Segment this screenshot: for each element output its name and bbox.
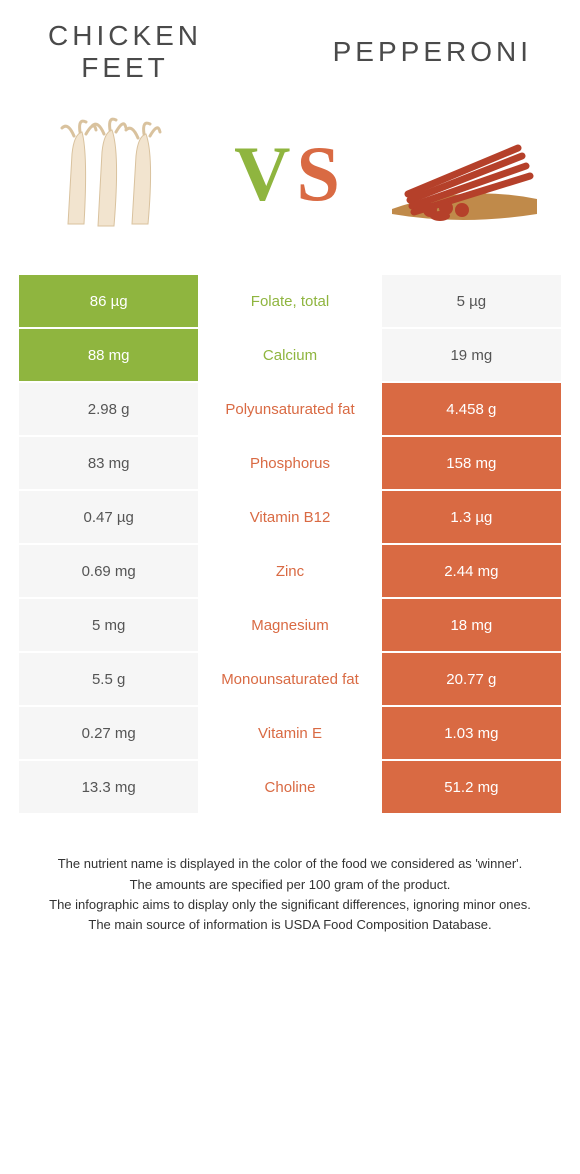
- right-value: 4.458 g: [381, 382, 562, 436]
- right-value: 51.2 mg: [381, 760, 562, 814]
- vs-v: V: [234, 130, 296, 217]
- left-value: 86 µg: [18, 274, 199, 328]
- left-value: 83 mg: [18, 436, 199, 490]
- right-value: 1.3 µg: [381, 490, 562, 544]
- right-value: 5 µg: [381, 274, 562, 328]
- nutrient-label: Vitamin E: [199, 706, 380, 760]
- right-value: 1.03 mg: [381, 706, 562, 760]
- nutrient-table: 86 µgFolate, total5 µg88 mgCalcium19 mg2…: [18, 274, 562, 814]
- nutrient-label: Choline: [199, 760, 380, 814]
- pepperoni-image: [382, 114, 542, 234]
- table-row: 0.27 mgVitamin E1.03 mg: [18, 706, 562, 760]
- right-value: 2.44 mg: [381, 544, 562, 598]
- right-value: 158 mg: [381, 436, 562, 490]
- vs-row: VS: [18, 114, 562, 234]
- right-value: 20.77 g: [381, 652, 562, 706]
- nutrient-label: Folate, total: [199, 274, 380, 328]
- footnotes: The nutrient name is displayed in the co…: [18, 854, 562, 935]
- left-value: 0.27 mg: [18, 706, 199, 760]
- table-row: 0.69 mgZinc2.44 mg: [18, 544, 562, 598]
- right-food-title: PEPPERONI: [333, 36, 532, 68]
- left-food-title: CHICKENFEET: [48, 20, 202, 84]
- table-row: 5.5 gMonounsaturated fat20.77 g: [18, 652, 562, 706]
- table-row: 13.3 mgCholine51.2 mg: [18, 760, 562, 814]
- right-value: 18 mg: [381, 598, 562, 652]
- left-value: 0.47 µg: [18, 490, 199, 544]
- footnote-line: The infographic aims to display only the…: [24, 895, 556, 915]
- nutrient-label: Polyunsaturated fat: [199, 382, 380, 436]
- footnote-line: The amounts are specified per 100 gram o…: [24, 875, 556, 895]
- chicken-feet-image: [38, 114, 198, 234]
- left-value: 5 mg: [18, 598, 199, 652]
- nutrient-label: Phosphorus: [199, 436, 380, 490]
- header: CHICKENFEET PEPPERONI: [18, 20, 562, 84]
- table-row: 86 µgFolate, total5 µg: [18, 274, 562, 328]
- vs-s: S: [296, 130, 345, 217]
- left-value: 0.69 mg: [18, 544, 199, 598]
- left-value: 2.98 g: [18, 382, 199, 436]
- table-row: 2.98 gPolyunsaturated fat4.458 g: [18, 382, 562, 436]
- left-value: 13.3 mg: [18, 760, 199, 814]
- left-value: 88 mg: [18, 328, 199, 382]
- vs-label: VS: [234, 129, 346, 219]
- nutrient-label: Vitamin B12: [199, 490, 380, 544]
- left-value: 5.5 g: [18, 652, 199, 706]
- table-row: 5 mgMagnesium18 mg: [18, 598, 562, 652]
- table-row: 0.47 µgVitamin B121.3 µg: [18, 490, 562, 544]
- nutrient-label: Magnesium: [199, 598, 380, 652]
- footnote-line: The main source of information is USDA F…: [24, 915, 556, 935]
- nutrient-label: Calcium: [199, 328, 380, 382]
- footnote-line: The nutrient name is displayed in the co…: [24, 854, 556, 874]
- nutrient-label: Zinc: [199, 544, 380, 598]
- table-row: 83 mgPhosphorus158 mg: [18, 436, 562, 490]
- right-value: 19 mg: [381, 328, 562, 382]
- nutrient-label: Monounsaturated fat: [199, 652, 380, 706]
- table-row: 88 mgCalcium19 mg: [18, 328, 562, 382]
